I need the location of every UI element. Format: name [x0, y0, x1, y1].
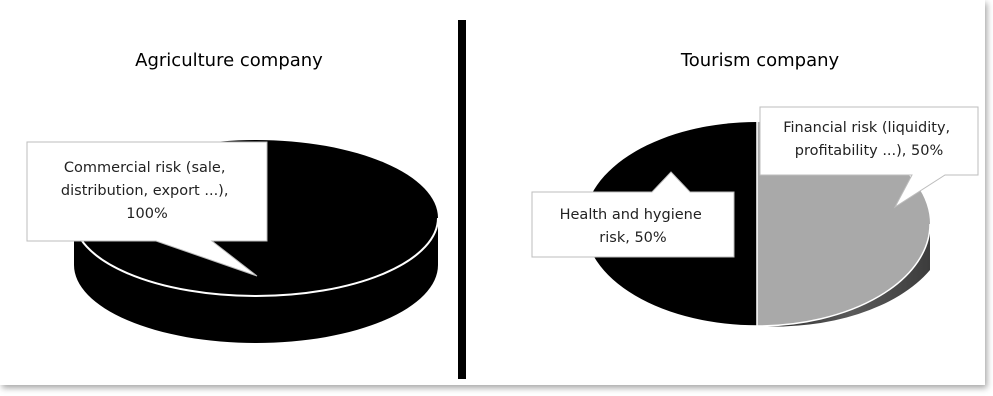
label-line: Commercial risk (sale,: [64, 160, 226, 176]
agriculture-pie-top-edge: [73, 217, 439, 297]
agriculture-chart: Agriculture company Commercial risk (sal…: [26, 50, 439, 343]
callout-box: [26, 141, 268, 277]
agriculture-chart-title: Agriculture company: [135, 50, 323, 71]
svg-text:Commercial risk (sale,: Commercial risk (sale, distribution, exp…: [61, 160, 233, 222]
label-financial-risk: Financial risk (liquidity, profitability…: [759, 106, 979, 209]
agriculture-pie-side: [74, 218, 438, 343]
figure-frame: Agriculture company Commercial risk (sal…: [26, 20, 979, 379]
svg-text:Financial risk (liquidity,: Financial risk (liquidity, profitability…: [783, 120, 955, 159]
svg-text:Health and hygiene r: Health and hygiene risk, 50%: [560, 207, 707, 246]
label-line: profitability ...), 50%: [795, 143, 944, 159]
label-line: Health and hygiene: [560, 207, 702, 223]
label-line: 100%: [126, 206, 167, 222]
tourism-pie-side-right: [757, 224, 930, 327]
tourism-chart-title: Tourism company: [680, 50, 840, 71]
callout-box: [759, 106, 979, 209]
label-commercial-risk: Commercial risk (sale, distribution, exp…: [26, 141, 268, 277]
tourism-pie-top-edge: [583, 223, 931, 327]
label-line: Financial risk (liquidity,: [783, 120, 950, 136]
callout-box: [531, 171, 735, 258]
label-line: risk, 50%: [599, 230, 666, 246]
tourism-chart: Tourism company Health and hygiene risk,…: [531, 50, 979, 327]
pie-charts-figure: Agriculture company Commercial risk (sal…: [26, 20, 979, 379]
label-line: distribution, export ...),: [61, 183, 229, 199]
chart-divider: [458, 20, 466, 379]
label-health-hygiene-risk: Health and hygiene risk, 50%: [531, 171, 735, 258]
